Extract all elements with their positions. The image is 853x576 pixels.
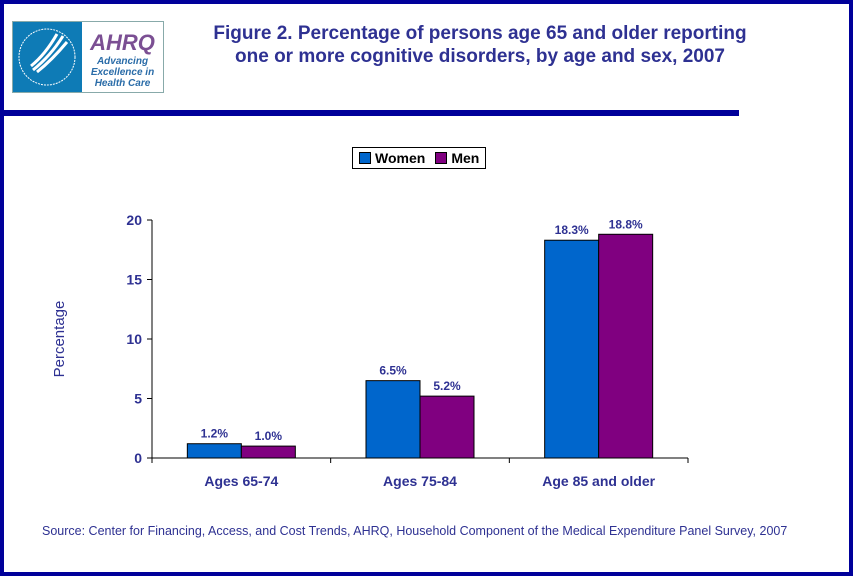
data-label: 18.3%: [555, 223, 589, 237]
legend: Women Men: [352, 147, 487, 169]
eagle-icon: [18, 28, 76, 86]
bar-women: [186, 443, 242, 459]
legend-swatch: [359, 152, 371, 164]
bar-men: [240, 445, 296, 459]
chart-title: Figure 2. Percentage of persons age 65 a…: [213, 23, 747, 67]
header-divider: [0, 110, 739, 116]
y-tick-label: 0: [134, 450, 142, 466]
y-tick-label: 10: [126, 331, 142, 347]
x-tick-label: Ages 65-74: [204, 473, 278, 489]
ahrq-wordmark: AHRQ: [90, 30, 155, 55]
ahrq-tagline: Advancing Excellence in Health Care: [90, 56, 155, 89]
bar-men: [419, 395, 475, 459]
legend-swatch: [435, 152, 448, 164]
source-note: Source: Center for Financing, Access, an…: [42, 524, 788, 538]
ahrq-logo: AHRQ Advancing Excellence in Health Care: [12, 21, 164, 93]
data-label: 6.5%: [379, 364, 407, 378]
x-tick-label: Age 85 and older: [542, 473, 655, 489]
data-label: 1.0%: [255, 429, 283, 443]
x-tick-label: Ages 75-84: [383, 473, 457, 489]
hhs-seal-icon: [13, 22, 82, 92]
data-label: 5.2%: [433, 379, 461, 393]
y-axis-label: Percentage: [51, 301, 68, 378]
bar-women: [544, 239, 600, 459]
legend-item-men: Men: [435, 150, 479, 166]
bar-women: [365, 380, 421, 459]
data-label: 1.2%: [201, 427, 229, 441]
data-label: 18.8%: [609, 217, 643, 231]
legend-item-women: Women: [359, 150, 425, 166]
y-tick-label: 15: [126, 272, 142, 288]
y-tick-label: 5: [134, 391, 142, 407]
bar-men: [598, 233, 654, 459]
y-tick-label: 20: [126, 212, 142, 228]
